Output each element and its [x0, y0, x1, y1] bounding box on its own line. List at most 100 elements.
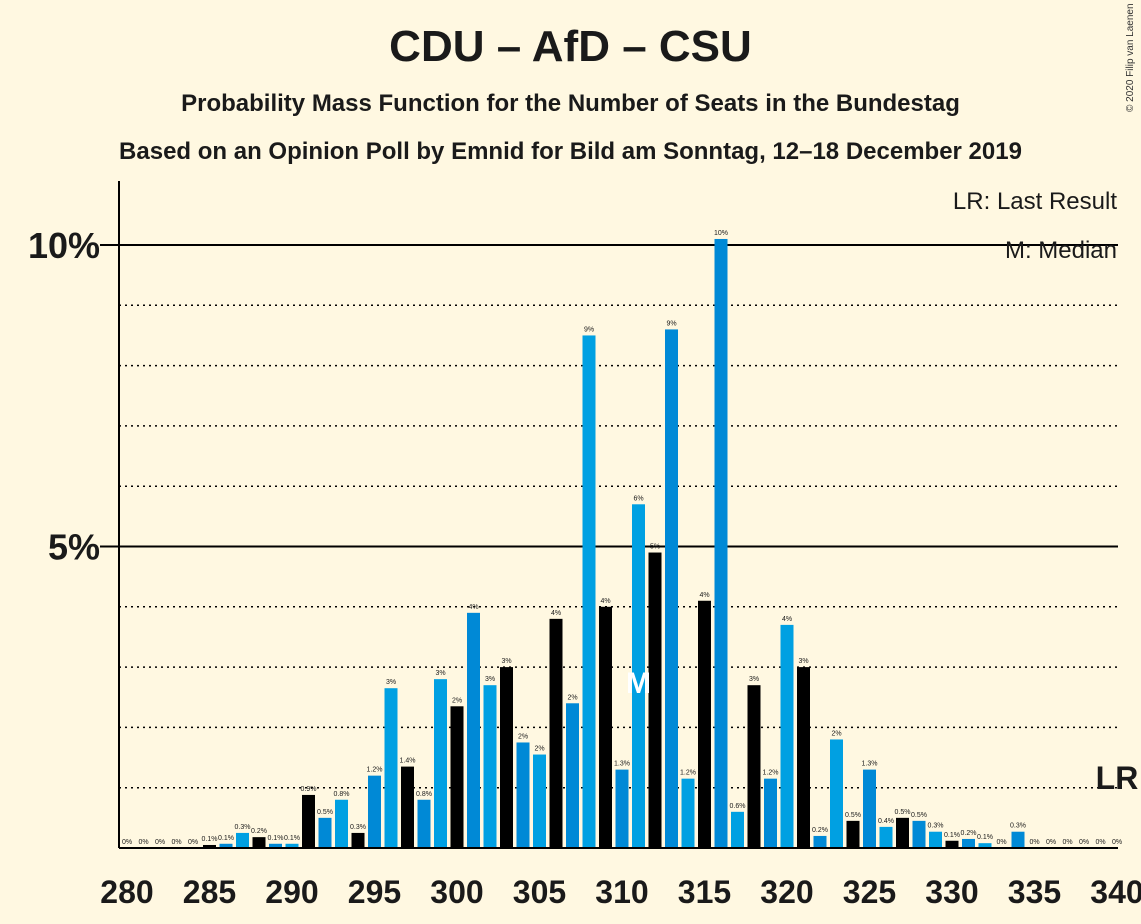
y-tick-label: 10%: [28, 225, 100, 266]
data-label-297: 1.4%: [400, 758, 416, 765]
data-label-314: 1.2%: [680, 770, 696, 777]
data-label-290: 0.1%: [284, 835, 300, 842]
data-label-305: 2%: [534, 746, 544, 753]
chart-subtitle: Probability Mass Function for the Number…: [181, 90, 960, 117]
bar-291: [302, 794, 315, 848]
data-label-307: 2%: [567, 694, 577, 701]
data-label-309: 4%: [600, 598, 610, 605]
data-label-296: 3%: [386, 679, 396, 686]
bar-329: [929, 831, 942, 848]
last-result-marker: LR: [1096, 760, 1139, 796]
x-tick-label: 300: [430, 874, 483, 910]
data-label-339: 0%: [1095, 839, 1105, 846]
bar-308: [582, 335, 596, 848]
bar-328: [912, 820, 926, 848]
data-label-286: 0.1%: [218, 835, 234, 842]
data-label-289: 0.1%: [268, 835, 284, 842]
bar-296: [384, 688, 398, 848]
bar-305: [533, 754, 546, 848]
bar-318: [747, 685, 761, 848]
data-label-294: 0.3%: [350, 824, 366, 831]
bar-306: [549, 618, 563, 848]
bar-331: [962, 838, 975, 848]
bar-300: [450, 706, 464, 848]
bar-330: [945, 840, 959, 848]
data-label-327: 0.5%: [895, 809, 911, 816]
bar-312: [648, 552, 662, 848]
bar-324: [846, 820, 860, 848]
bar-299: [434, 679, 447, 848]
x-tick-label: 290: [265, 874, 318, 910]
data-label-338: 0%: [1079, 839, 1089, 846]
data-label-321: 3%: [798, 658, 808, 665]
data-label-295: 1.2%: [367, 767, 383, 774]
data-label-317: 0.6%: [730, 803, 746, 810]
bar-298: [417, 799, 431, 848]
data-label-340: 0%: [1112, 839, 1122, 846]
data-label-334: 0.3%: [1010, 823, 1026, 830]
bar-334: [1011, 831, 1025, 848]
bar-293: [335, 799, 348, 848]
data-label-310: 1.3%: [614, 761, 630, 768]
x-tick-label: 335: [1008, 874, 1061, 910]
x-tick-label: 280: [100, 874, 153, 910]
data-label-326: 0.4%: [878, 818, 894, 825]
chart-title: CDU – AfD – CSU: [389, 22, 752, 71]
bar-321: [797, 667, 810, 848]
data-label-303: 3%: [501, 658, 511, 665]
chart-source-note: Based on an Opinion Poll by Emnid for Bi…: [119, 138, 1022, 165]
bar-320: [780, 624, 794, 848]
bar-316: [714, 238, 728, 849]
data-label-322: 0.2%: [812, 827, 828, 834]
data-label-301: 4%: [468, 604, 478, 611]
data-label-304: 2%: [518, 733, 528, 740]
bar-292: [318, 817, 332, 848]
bar-311: [632, 504, 645, 848]
bar-326: [879, 826, 893, 848]
data-label-337: 0%: [1062, 839, 1072, 846]
data-label-328: 0.5%: [911, 812, 927, 819]
bar-332: [978, 843, 992, 848]
data-label-298: 0.8%: [416, 791, 432, 798]
data-label-292: 0.5%: [317, 809, 333, 816]
bar-285: [203, 844, 216, 848]
data-label-329: 0.3%: [928, 823, 944, 830]
data-label-306: 4%: [551, 610, 561, 617]
data-labels: 0% 0% 0% 0% 0% 0.1% 0.1%0.3%0.2%0.1% 0.1%0.9%0.…: [122, 230, 1138, 846]
x-tick-label: 305: [513, 874, 566, 910]
bar-295: [368, 775, 381, 848]
data-label-282: 0%: [155, 839, 165, 846]
bar-309: [599, 606, 612, 848]
x-tick-label: 320: [760, 874, 813, 910]
data-label-335: 0%: [1029, 839, 1039, 846]
data-label-333: 0%: [996, 839, 1006, 846]
x-tick-label: 325: [843, 874, 896, 910]
bar-301: [467, 612, 480, 848]
bar-289: [269, 843, 282, 848]
bar-302: [483, 685, 497, 848]
bar-304: [516, 742, 530, 848]
grid-lines: [100, 244, 1118, 789]
bar-286: [219, 843, 233, 848]
bar-314: [681, 778, 695, 848]
bar-317: [731, 811, 744, 848]
data-label-291: 0.9%: [301, 786, 317, 793]
data-label-318: 3%: [749, 676, 759, 683]
data-label-313: 9%: [666, 320, 676, 327]
bar-303: [500, 667, 513, 848]
data-label-323: 2%: [831, 730, 841, 737]
x-tick-label: 310: [595, 874, 648, 910]
data-label-324: 0.5%: [845, 812, 861, 819]
data-label-281: 0%: [138, 839, 148, 846]
y-tick-label: 5%: [48, 527, 100, 568]
bar-313: [665, 329, 678, 848]
bar-290: [285, 843, 299, 848]
bar-323: [830, 739, 843, 848]
data-label-332: 0.1%: [977, 834, 993, 841]
data-label-336: 0%: [1046, 839, 1056, 846]
legend-last-result: LR: Last Result: [953, 188, 1117, 215]
x-tick-label: 295: [348, 874, 401, 910]
data-label-293: 0.8%: [334, 791, 350, 798]
data-label-280: 0%: [122, 839, 132, 846]
